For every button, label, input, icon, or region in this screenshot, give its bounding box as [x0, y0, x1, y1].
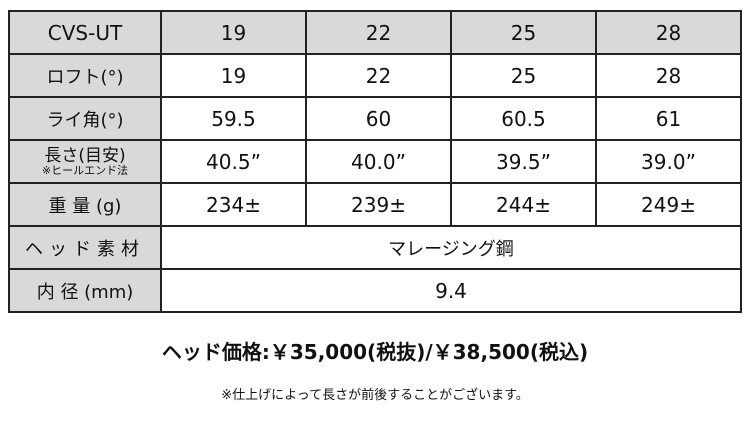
row-label: ライ角(°) — [8, 96, 162, 141]
table-row-lie: ライ角(°) 59.5 60 60.5 61 — [8, 96, 742, 141]
footnote: ※仕上げによって長さが前後することがございます。 — [221, 388, 529, 403]
model-name: CVS-UT — [8, 10, 162, 55]
row-label: ヘッド素材 — [8, 225, 162, 270]
cell: 60.5 — [450, 96, 597, 141]
cell: 40.5” — [160, 139, 307, 184]
column-header: 19 — [160, 10, 307, 55]
row-label: 内 径 (mm) — [8, 268, 162, 313]
cell: 59.5 — [160, 96, 307, 141]
cell: 9.4 — [160, 268, 742, 313]
cell: 39.0” — [595, 139, 742, 184]
table-row-weight: 重 量 (g) 234± 239± 244± 249± — [8, 182, 742, 227]
cell: 61 — [595, 96, 742, 141]
cell: マレージング鋼 — [160, 225, 742, 270]
row-label-main: 長さ(目安) — [44, 145, 126, 166]
row-label: ロフト(°) — [8, 53, 162, 98]
cell: 239± — [305, 182, 452, 227]
column-header: 22 — [305, 10, 452, 55]
table-row-length: 長さ(目安) ※ヒールエンド法 40.5” 40.0” 39.5” 39.0” — [8, 139, 742, 184]
head-price: ヘッド価格:￥35,000(税抜)/￥38,500(税込) — [161, 340, 589, 364]
column-header: 25 — [450, 10, 597, 55]
cell: 249± — [595, 182, 742, 227]
table-row-loft: ロフト(°) 19 22 25 28 — [8, 53, 742, 98]
cell: 25 — [450, 53, 597, 98]
column-header: 28 — [595, 10, 742, 55]
row-label: 重 量 (g) — [8, 182, 162, 227]
table-row-material: ヘッド素材 マレージング鋼 — [8, 225, 742, 270]
cell: 40.0” — [305, 139, 452, 184]
cell: 60 — [305, 96, 452, 141]
cell: 28 — [595, 53, 742, 98]
cell: 234± — [160, 182, 307, 227]
cell: 244± — [450, 182, 597, 227]
row-label: 長さ(目安) ※ヒールエンド法 — [8, 139, 162, 184]
cell: 19 — [160, 53, 307, 98]
cell: 39.5” — [450, 139, 597, 184]
cell: 22 — [305, 53, 452, 98]
spec-table: CVS-UT 19 22 25 28 ロフト(°) 19 22 25 28 ライ… — [8, 10, 742, 313]
header-row: CVS-UT 19 22 25 28 — [8, 10, 742, 55]
table-row-inner-diameter: 内 径 (mm) 9.4 — [8, 268, 742, 313]
row-label-sub: ※ヒールエンド法 — [41, 163, 129, 177]
